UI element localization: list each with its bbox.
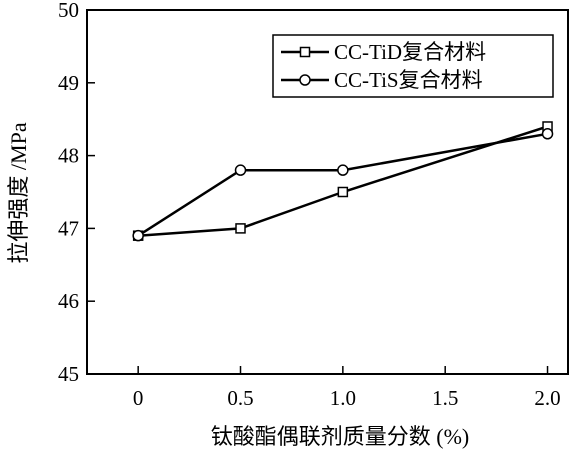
y-axis-title: 拉伸强度 /MPa [6, 122, 31, 263]
series-2 [132, 128, 554, 242]
square-marker [337, 186, 349, 198]
legend-label: CC-TiS复合材料 [334, 68, 483, 92]
legend-box [272, 34, 554, 98]
series-line [138, 125, 548, 237]
x-tick-label: 1.5 [432, 386, 458, 410]
circle-marker [541, 128, 554, 140]
x-tick-label: 0 [133, 386, 144, 410]
square-marker [235, 223, 246, 234]
y-tick-label: 49 [58, 71, 79, 95]
legend-circle-marker [299, 74, 311, 86]
series-line [137, 132, 548, 237]
series-layer [132, 121, 554, 242]
x-axis: 0 0.5 1.0 1.5 2.0 [133, 366, 561, 410]
y-tick-label: 50 [58, 0, 79, 22]
circle-marker [132, 229, 144, 242]
legend-label: CC-TiD复合材料 [334, 40, 486, 64]
circle-marker [234, 164, 247, 176]
circle-marker [337, 164, 349, 176]
y-tick-label: 46 [58, 289, 79, 313]
legend: CC-TiD复合材料 CC-TiS复合材料 [272, 34, 554, 98]
y-axis: 45 46 47 48 49 50 [58, 0, 95, 386]
series-1 [132, 121, 553, 241]
x-axis-title: 钛酸酯偶联剂质量分数 (%) [211, 424, 469, 449]
legend-item: CC-TiD复合材料 [281, 40, 486, 64]
legend-item: CC-TiS复合材料 [281, 68, 483, 92]
x-tick-label: 1.0 [330, 386, 356, 410]
plot-frame [86, 9, 569, 375]
y-tick-label: 45 [58, 362, 79, 386]
y-tick-label: 47 [58, 216, 79, 240]
x-tick-label: 0.5 [227, 386, 253, 410]
y-tick-label: 48 [58, 144, 79, 168]
x-tick-label: 2.0 [534, 386, 560, 410]
legend-square-marker [299, 46, 311, 58]
